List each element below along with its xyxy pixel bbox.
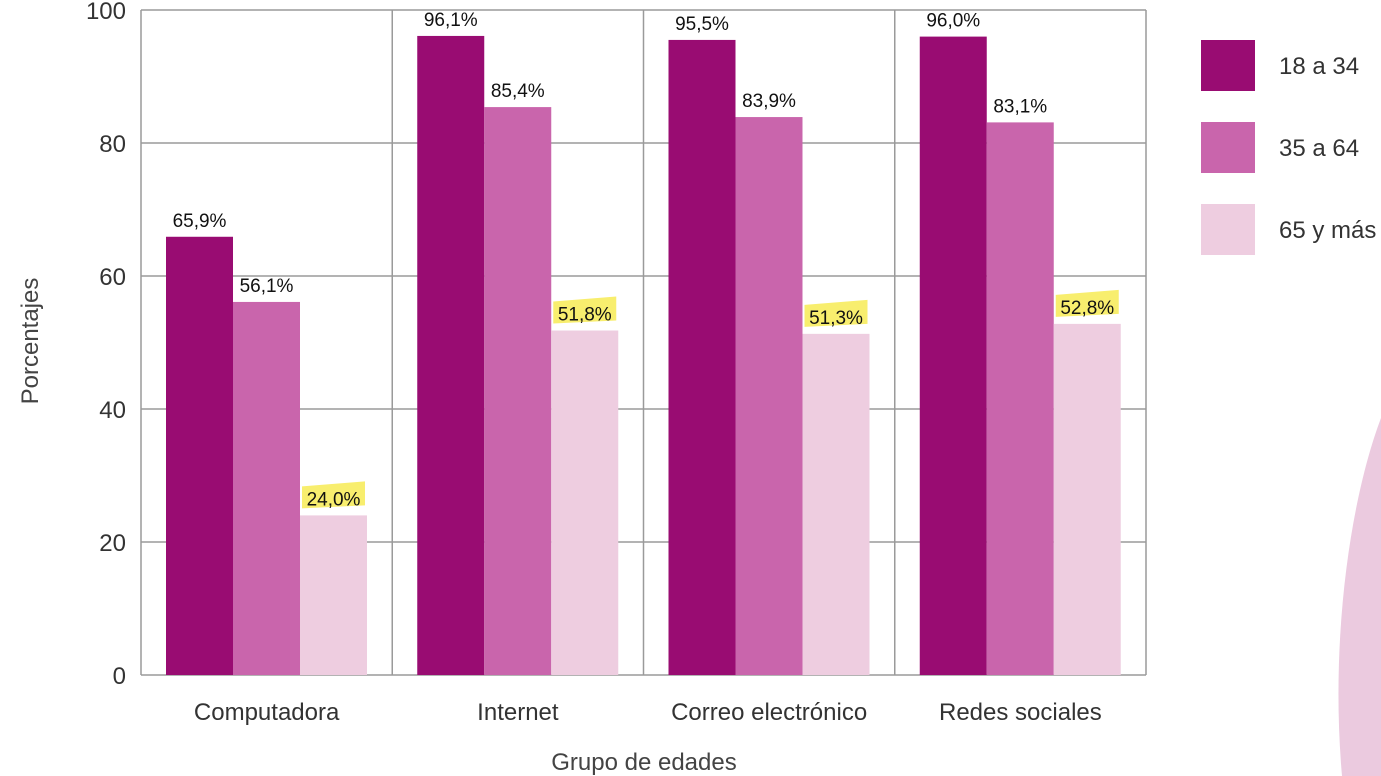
y-tick-label: 20 [99,530,126,557]
label-highlight [553,296,617,324]
bar [551,330,619,675]
x-axis-title: Grupo de edades [551,749,736,776]
legend-swatch [1201,40,1255,91]
bar-value-label: 83,9% [742,91,796,112]
y-axis-title: Porcentajes [17,278,44,405]
y-tick-label: 100 [86,0,126,25]
bar [417,35,485,676]
y-tick-label: 40 [99,397,126,424]
bar [735,117,803,675]
label-highlight [302,481,365,509]
y-tick-label: 60 [99,264,126,291]
legend: 18 a 34 35 a 64 65 y más [1201,40,1376,255]
bar-value-label: 96,1% [424,10,478,31]
axes: Grupo de edades Porcentajes 0 20 40 60 80 100… [17,0,1102,776]
bar [986,122,1054,675]
bar [300,515,367,675]
bar-value-label: 83,1% [993,96,1047,117]
legend-label: 65 y más [1279,217,1376,244]
bar [919,36,987,676]
data-labels: 65,9% 56,1% 24,0% 96,1% 85,4% 51,8% 95,5% 83,9%… [173,10,1119,510]
bar-value-label: 51,3% [809,308,863,329]
y-tick-label: 80 [99,131,126,158]
x-tick-label: Correo electrónico [671,699,867,726]
bar [233,301,300,675]
bar-value-label: 52,8% [1060,298,1114,319]
y-tick-label: 0 [113,663,126,690]
bar [802,333,870,675]
x-tick-label: Redes sociales [939,699,1102,726]
decorative-swoosh [1338,418,1381,776]
bar-value-label: 56,1% [240,276,294,297]
bar-value-label: 51,8% [558,305,612,326]
bar-value-label: 85,4% [491,81,545,102]
bar-value-label: 95,5% [675,14,729,35]
bar-value-label: 24,0% [307,489,361,510]
bar-value-label: 96,0% [926,11,980,32]
label-highlight [804,299,868,327]
legend-swatch [1201,122,1255,173]
bar [1053,323,1121,675]
bar [484,107,552,676]
x-tick-label: Internet [477,699,559,726]
legend-label: 18 a 34 [1279,53,1359,80]
bars [166,35,1121,676]
bar-value-label: 65,9% [173,211,227,232]
legend-swatch [1201,204,1255,255]
x-tick-label: Computadora [194,699,340,726]
bar [668,39,736,676]
legend-label: 35 a 64 [1279,135,1359,162]
bar [166,236,233,675]
label-highlight [1055,289,1119,317]
